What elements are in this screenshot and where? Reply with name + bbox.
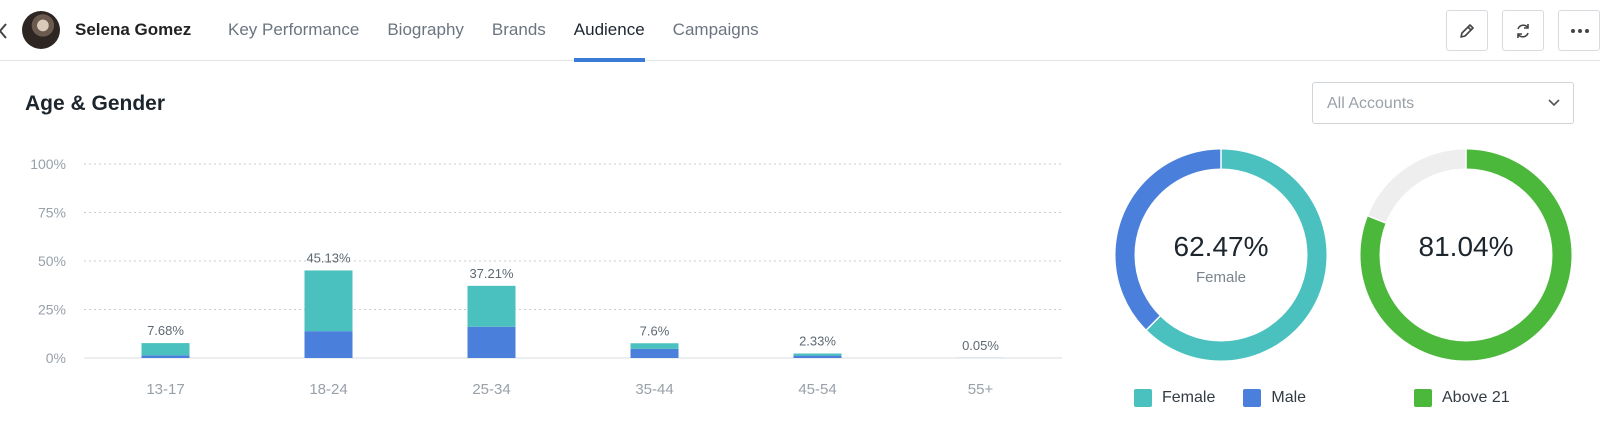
- bar-value-label: 7.68%: [147, 323, 184, 338]
- x-tick-label: 18-24: [309, 381, 347, 398]
- tab-campaigns[interactable]: Campaigns: [672, 20, 759, 39]
- y-tick-label: 25%: [38, 302, 66, 318]
- edit-button[interactable]: [1446, 10, 1488, 51]
- dropdown-selected-value: All Accounts: [1327, 95, 1415, 112]
- legend-swatch-above-21: [1414, 389, 1432, 407]
- chevron-down-icon: [1548, 99, 1560, 107]
- bar-value-label: 45.13%: [306, 250, 351, 265]
- profile-name: Selena Gomez: [75, 20, 192, 39]
- gender-donut-svg: [1115, 149, 1327, 361]
- gender-donut-center: 62.47% Female: [1111, 231, 1331, 286]
- age-donut-svg: [1360, 149, 1572, 361]
- legend-item-male[interactable]: Male: [1243, 389, 1306, 407]
- bar-segment-male[interactable]: [467, 326, 516, 358]
- tab-biography[interactable]: Biography: [387, 20, 464, 39]
- y-tick-label: 100%: [30, 156, 66, 172]
- more-icon: [1571, 29, 1589, 33]
- bar-segment-female[interactable]: [630, 343, 679, 349]
- bar-segment-male[interactable]: [793, 355, 842, 358]
- bar-segment-female[interactable]: [467, 285, 516, 327]
- donut-separator: [1146, 315, 1161, 331]
- legend-item-female[interactable]: Female: [1134, 389, 1215, 407]
- age-gender-bar-chart: 0% 25% 50% 75% 100% 7.68% 13-17 45.13% 18-24 37.2…: [30, 156, 1062, 398]
- bar-segment-female[interactable]: [304, 270, 353, 332]
- x-tick-label: 13-17: [146, 381, 184, 398]
- bar-segment-male[interactable]: [304, 331, 353, 358]
- legend-swatch-female: [1134, 389, 1152, 407]
- bar-segment-male[interactable]: [141, 355, 190, 358]
- tab-key-performance[interactable]: Key Performance: [228, 20, 360, 39]
- chevron-left-icon[interactable]: [0, 22, 10, 40]
- refresh-button[interactable]: [1502, 10, 1544, 51]
- donut-separator: [1367, 215, 1386, 224]
- bar-value-label: 2.33%: [799, 333, 836, 348]
- legend-label-above-21: Above 21: [1442, 389, 1510, 406]
- x-tick-label: 45-54: [798, 381, 836, 398]
- y-tick-label: 0%: [46, 350, 66, 366]
- account-filter-dropdown[interactable]: All Accounts: [1312, 82, 1574, 124]
- bar-segment-female[interactable]: [141, 343, 190, 356]
- x-tick-label: 35-44: [635, 381, 673, 398]
- section-title: Age & Gender: [25, 92, 166, 115]
- bar-value-label: 7.6%: [640, 323, 670, 338]
- pencil-icon: [1460, 24, 1474, 38]
- bar-segment-female[interactable]: [793, 353, 842, 356]
- age-donut-center: 81.04%: [1356, 231, 1576, 263]
- tab-bar: Key Performance Biography Brands Audienc…: [228, 0, 787, 62]
- avatar: [22, 11, 60, 49]
- profile-header: Selena Gomez Key Performance Biography B…: [0, 0, 1600, 62]
- x-tick-label: 55+: [968, 381, 994, 398]
- more-options-button[interactable]: [1558, 10, 1600, 51]
- legend-swatch-male: [1243, 389, 1262, 407]
- age-legend: Above 21: [1414, 389, 1538, 407]
- tab-brands[interactable]: Brands: [491, 20, 546, 39]
- gender-donut-chart: 62.47% Female: [1111, 145, 1331, 365]
- y-tick-label: 75%: [38, 205, 66, 221]
- bar-segment-male[interactable]: [630, 348, 679, 358]
- legend-label-male: Male: [1271, 389, 1307, 406]
- legend-label-female: Female: [1162, 389, 1216, 406]
- age-donut-chart: 81.04%: [1356, 145, 1576, 365]
- bar-value-label: 37.21%: [469, 266, 514, 281]
- gender-donut-label: Female: [1195, 269, 1247, 286]
- tab-audience[interactable]: Audience: [573, 0, 645, 62]
- gender-legend: Female Male: [1134, 389, 1334, 407]
- y-tick-label: 50%: [38, 253, 66, 269]
- x-tick-label: 25-34: [472, 381, 510, 398]
- bar-value-label: 0.05%: [962, 338, 999, 353]
- refresh-icon: [1517, 24, 1529, 38]
- gender-donut-value: 62.47%: [1173, 231, 1269, 262]
- age-donut-value: 81.04%: [1418, 231, 1514, 262]
- legend-item-above-21[interactable]: Above 21: [1414, 389, 1510, 407]
